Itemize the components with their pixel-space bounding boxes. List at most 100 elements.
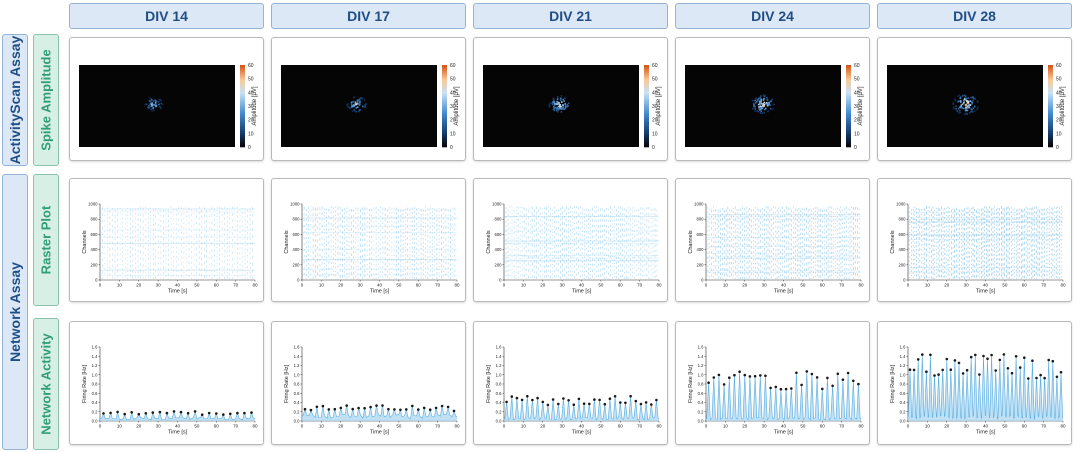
colorbar-tick-label: 20 xyxy=(450,118,456,124)
colorbar-tick-label: 0 xyxy=(248,145,251,151)
colorbar-segment xyxy=(442,106,447,109)
y-tick-label: 1.4 xyxy=(900,354,906,359)
burst-peak-marker xyxy=(399,408,402,412)
colorbar-tick-label: 30 xyxy=(652,104,658,110)
amplitude-pixel xyxy=(151,99,153,101)
y-tick-label: 0 xyxy=(903,278,906,283)
colorbar-segment xyxy=(1048,142,1053,146)
burst-peak-marker xyxy=(200,413,204,416)
burst-peak-marker xyxy=(1023,356,1026,359)
colorbar-segment xyxy=(1048,124,1053,127)
burst-peak-marker xyxy=(387,407,390,411)
burst-peak-marker xyxy=(236,411,239,415)
y-tick-label: 400 xyxy=(293,247,301,252)
amplitude-pixel xyxy=(154,99,156,101)
amplitude-pixel xyxy=(758,107,760,110)
x-tick-label: 80 xyxy=(252,424,258,429)
amplitude-pixel xyxy=(353,105,356,107)
amplitude-pixel xyxy=(563,100,565,102)
burst-peak-marker xyxy=(949,368,953,371)
amplitude-pixel xyxy=(152,100,155,102)
amplitude-pixel xyxy=(963,113,966,116)
x-tick-label: 80 xyxy=(454,283,460,288)
amplitude-pixel xyxy=(560,108,563,110)
amplitude-pixel xyxy=(977,106,979,109)
x-tick-label: 0 xyxy=(99,424,102,429)
column-header-div28: DIV 28 xyxy=(877,3,1072,29)
column-header-div17: DIV 17 xyxy=(271,3,466,29)
amplitude-pixel xyxy=(960,105,963,107)
amplitude-pixel xyxy=(755,101,758,103)
colorbar-segment xyxy=(846,106,851,109)
amplitude-pixel xyxy=(770,100,772,102)
amplitude-pixel xyxy=(762,94,765,96)
burst-peak-marker xyxy=(603,402,607,406)
colorbar-segment xyxy=(846,85,851,88)
burst-peak-marker xyxy=(1035,376,1038,380)
amplitude-pixel xyxy=(756,110,758,113)
burst-peak-marker xyxy=(452,409,456,413)
colorbar-segment xyxy=(1048,126,1053,129)
burst-peak-marker xyxy=(577,397,581,401)
panel-svg: 0 10 20 30 40 50 60 Amplitude [μV] xyxy=(887,63,1066,151)
y-tick-label: 0.8 xyxy=(294,382,300,387)
colorbar-segment xyxy=(1048,91,1053,94)
burst-peak-marker xyxy=(158,410,162,414)
amplitude-pixel xyxy=(762,104,764,106)
burst-peak-marker xyxy=(629,394,632,398)
amplitude-pixel xyxy=(155,100,157,102)
colorbar-segment xyxy=(442,132,447,135)
colorbar-segment xyxy=(644,101,649,105)
network-activity-panel: 0 10 20 30 40 50 60 70 80 0.0 0.2 0.4 0.6 0.8 1.0 1.2 1.… xyxy=(69,321,264,445)
colorbar-segment xyxy=(1048,89,1053,92)
amplitude-pixel xyxy=(763,111,766,114)
amplitude-pixel xyxy=(564,103,566,105)
panel-svg: 0 10 20 30 40 50 60 70 80 0.0 0.2 0.4 0.6 0.8 1.0 1.2 1.… xyxy=(890,345,1066,436)
burst-peak-marker xyxy=(795,371,798,375)
amplitude-pixel xyxy=(755,97,757,100)
colorbar-segment xyxy=(644,122,649,125)
amplitude-pixel xyxy=(965,109,967,112)
amplitude-pixel xyxy=(969,100,972,102)
burst-peak-marker xyxy=(102,412,105,415)
burst-peak-marker xyxy=(655,398,658,402)
burst-peak-marker xyxy=(363,406,366,410)
burst-peak-marker xyxy=(333,407,337,411)
colorbar-segment xyxy=(644,120,649,123)
colorbar-label: Amplitude [μV] xyxy=(252,86,258,125)
colorbar-segment xyxy=(240,138,245,142)
amplitude-pixel xyxy=(553,106,555,108)
network-activity-panel: 0 10 20 30 40 50 60 70 80 0.0 0.2 0.4 0.6 0.8 1.0 1.2 1.… xyxy=(271,321,466,445)
amplitude-pixel xyxy=(553,100,556,103)
x-tick-label: 0 xyxy=(99,283,102,288)
row-label-spike-amplitude: Spike Amplitude xyxy=(33,34,59,166)
colorbar-segment xyxy=(442,69,447,72)
colorbar-segment xyxy=(442,108,447,111)
y-tick-label: 1.6 xyxy=(698,345,704,350)
burst-peak-marker xyxy=(381,404,384,407)
x-tick-label: 80 xyxy=(656,283,662,288)
spike-amplitude-panel: 0 10 20 30 40 50 60 Amplitude [μV] xyxy=(473,37,668,161)
burst-peak-marker xyxy=(309,408,313,412)
amplitude-pixel xyxy=(551,103,554,106)
burst-peak-marker xyxy=(562,397,565,400)
colorbar-segment xyxy=(1048,106,1053,109)
amplitude-pixel xyxy=(552,109,555,111)
colorbar-segment xyxy=(442,140,447,144)
burst-peak-marker xyxy=(945,357,949,361)
x-tick-label: 0 xyxy=(907,283,910,288)
amplitude-pixel xyxy=(354,104,356,106)
burst-peak-marker xyxy=(116,410,119,414)
x-tick-label: 30 xyxy=(156,424,162,429)
burst-peak-marker xyxy=(733,373,736,377)
amplitude-pixel xyxy=(771,99,774,101)
amplitude-pixel xyxy=(145,103,148,106)
colorbar-segment xyxy=(846,101,851,105)
x-tick-label: 70 xyxy=(637,424,643,429)
y-tick-label: 1.0 xyxy=(294,372,300,377)
amplitude-pixel xyxy=(961,103,964,105)
colorbar-segment xyxy=(240,85,245,88)
amplitude-pixel xyxy=(353,96,355,99)
burst-peak-marker xyxy=(982,354,985,358)
